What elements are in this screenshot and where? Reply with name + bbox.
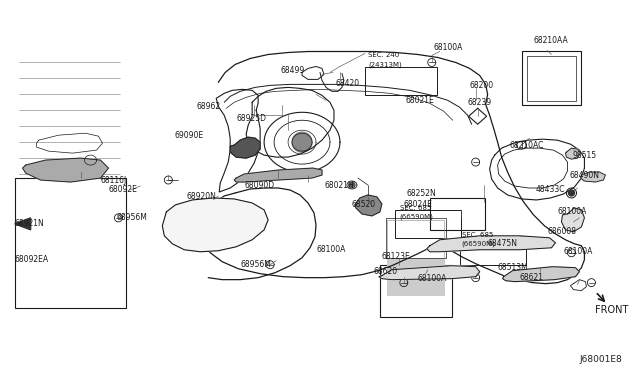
Text: 68100A: 68100A <box>418 274 447 283</box>
Circle shape <box>349 182 355 188</box>
Polygon shape <box>355 195 382 216</box>
Polygon shape <box>230 137 260 158</box>
Text: 68123E: 68123E <box>382 252 411 261</box>
Text: 68024E: 68024E <box>404 201 433 209</box>
Bar <box>522 51 581 105</box>
Text: 68210AC: 68210AC <box>509 141 544 150</box>
Text: 68100A: 68100A <box>316 245 346 254</box>
Text: 68513M: 68513M <box>498 263 529 272</box>
Text: 68090D: 68090D <box>244 180 275 189</box>
Text: SEC. 685: SEC. 685 <box>461 232 493 238</box>
Text: 68925D: 68925D <box>236 114 266 123</box>
Polygon shape <box>502 267 579 282</box>
Bar <box>15 178 127 308</box>
Bar <box>387 258 445 296</box>
Polygon shape <box>234 168 322 182</box>
Text: 68475N: 68475N <box>488 239 518 248</box>
Text: 68092EA: 68092EA <box>15 255 49 264</box>
Text: J68001E8: J68001E8 <box>579 355 622 364</box>
Polygon shape <box>566 148 580 159</box>
Text: 68100A: 68100A <box>434 43 463 52</box>
Bar <box>395 210 461 238</box>
Text: 98515: 98515 <box>572 151 596 160</box>
Polygon shape <box>163 198 268 252</box>
Text: 68956M: 68956M <box>240 260 271 269</box>
Text: 68210AA: 68210AA <box>534 36 568 45</box>
Text: 68116J: 68116J <box>100 176 127 185</box>
Text: 68621: 68621 <box>520 273 543 282</box>
Bar <box>527 57 577 101</box>
Circle shape <box>292 132 312 152</box>
Text: 68239: 68239 <box>468 98 492 107</box>
Text: SEC. 240: SEC. 240 <box>368 52 399 58</box>
Polygon shape <box>379 266 479 280</box>
Text: 68200: 68200 <box>470 81 494 90</box>
Text: (24313M): (24313M) <box>368 61 402 68</box>
Text: 68021H: 68021H <box>325 180 355 189</box>
Circle shape <box>568 190 575 196</box>
Bar <box>460 237 525 265</box>
Text: 68021E: 68021E <box>406 96 435 105</box>
Bar <box>430 198 484 230</box>
Text: SEC. 685: SEC. 685 <box>400 205 431 211</box>
Polygon shape <box>22 158 108 182</box>
Text: 68956M: 68956M <box>116 214 147 222</box>
Text: 69090E: 69090E <box>174 131 204 140</box>
Text: FRONT: FRONT <box>595 305 628 315</box>
Text: 68092E: 68092E <box>108 186 138 195</box>
Text: (66590M): (66590M) <box>461 241 495 247</box>
Text: 48433C: 48433C <box>536 186 565 195</box>
Text: 68520: 68520 <box>352 201 376 209</box>
Text: 68920N: 68920N <box>186 192 216 202</box>
Text: 68420: 68420 <box>336 79 360 88</box>
Polygon shape <box>427 236 556 252</box>
Bar <box>380 265 452 317</box>
Text: 68921N: 68921N <box>15 219 44 228</box>
Polygon shape <box>580 172 605 182</box>
Text: 686008: 686008 <box>547 227 577 236</box>
Text: 68100A: 68100A <box>557 208 587 217</box>
Text: 68620: 68620 <box>374 267 398 276</box>
Text: 68499: 68499 <box>280 66 305 75</box>
Polygon shape <box>561 208 584 232</box>
Text: 68252N: 68252N <box>407 189 436 199</box>
Polygon shape <box>15 218 31 230</box>
Text: 68962: 68962 <box>196 102 220 111</box>
Text: 68490N: 68490N <box>570 170 600 180</box>
Text: (66590M): (66590M) <box>400 214 434 220</box>
Bar <box>365 67 436 95</box>
Text: 68100A: 68100A <box>563 247 593 256</box>
